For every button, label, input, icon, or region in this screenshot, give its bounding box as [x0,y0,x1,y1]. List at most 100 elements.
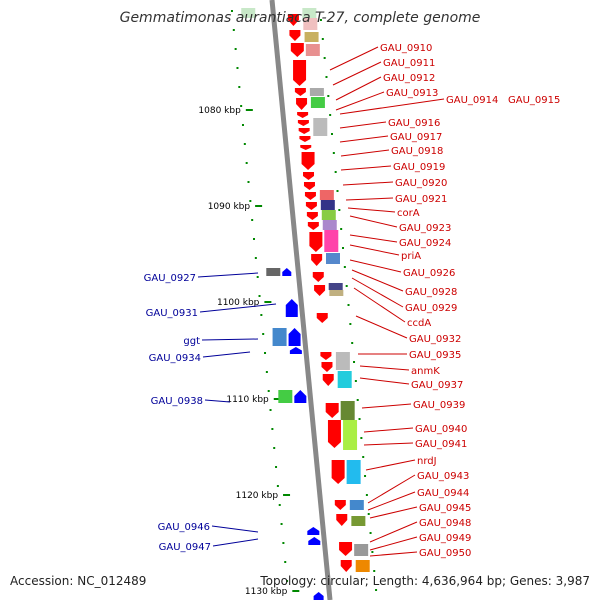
forward-category-box [349,500,364,510]
gene-label-GAU_0916: GAU_0916 [388,118,440,129]
tick-mark-right [371,551,374,553]
label-leader-line [361,403,412,409]
forward-gene-arrow [327,420,341,448]
tick-mark-right [338,209,341,211]
gene-label-GAU_0929: GAU_0929 [405,303,457,314]
tick-mark-right [330,133,333,135]
tick-mark-left [243,143,246,145]
forward-gene-arrow [289,30,301,41]
tick-mark-left [286,580,289,582]
gene-label-GAU_0918: GAU_0918 [391,146,443,157]
tick-mark-left [253,238,256,240]
label-leader-line [335,76,382,101]
tick-mark-left [262,333,265,335]
reverse-gene-track [282,268,324,600]
forward-gene-arrow [303,172,315,180]
tick-mark-left [232,29,235,31]
forward-category-box [309,88,324,96]
forward-category-box [305,44,320,56]
reverse-category-box [278,390,293,403]
tick-mark-right [340,228,343,230]
gene-label-GAU_0924: GAU_0924 [399,238,451,249]
gene-label-GAU_0914: GAU_0914 [446,95,498,106]
tick-mark-right [319,19,322,21]
forward-gene-arrow [305,202,317,210]
gene-label-GAU_0948: GAU_0948 [419,518,471,529]
map-title: Gemmatimonas aurantiaca T-27, complete g… [119,10,481,26]
forward-gene-arrow [340,560,352,572]
forward-gene-arrow [311,254,323,266]
label-leader-line [204,399,231,403]
tick-mark-left [240,105,243,107]
gene-label-GAU_0927: GAU_0927 [144,273,196,284]
tick-track [230,10,378,591]
tick-mark-right [354,380,357,382]
forward-category-box [354,544,369,556]
tick-mark-left [273,447,276,449]
forward-gene-arrow [298,128,310,134]
forward-category-box [310,97,325,108]
tick-mark-left [280,523,283,525]
reverse-category-track [241,8,293,403]
tick-mark-right [369,532,372,534]
reverse-gene-arrow [289,347,302,354]
gene-label-GAU_0932: GAU_0932 [409,334,461,345]
forward-gene-arrow [306,212,318,220]
forward-category-track [302,8,370,572]
reverse-category-box [241,8,256,18]
gene-label-GAU_0944: GAU_0944 [417,488,469,499]
gene-label-GAU_0941: GAU_0941 [415,439,467,450]
forward-gene-arrow [316,313,328,323]
label-leader-line [201,338,259,341]
gene-label-GAU_0949: GAU_0949 [419,533,471,544]
label-leader-line [340,149,390,157]
label-leader-line [351,277,404,308]
forward-category-box [340,401,355,420]
label-leader-line [363,427,414,433]
tick-mark-left [230,10,233,12]
forward-gene-arrow [299,136,311,142]
tick-mark-right [353,361,356,363]
forward-gene-arrow [296,98,308,110]
tick-mark-left [249,200,252,202]
forward-gene-arrow [303,182,315,190]
tick-mark-left [258,295,261,297]
gene-label-GAU_0950: GAU_0950 [419,548,471,559]
scale-label: 1100 kbp [217,298,260,308]
label-leader-line [367,474,416,504]
tick-mark-right [332,152,335,154]
label-leader-line [347,207,396,213]
forward-category-box [324,230,339,252]
scale-labels: 1080 kbp 1090 kbp 1100 kbp 1110 kbp 1120 kbp… [198,106,300,597]
label-leader-line [349,244,400,256]
label-leader-line [365,459,416,471]
label-leader-line [359,377,410,385]
forward-category-box [320,200,335,210]
label-leader-line [369,551,418,557]
tick-mark-right [347,304,350,306]
forward-category-box [325,253,340,264]
forward-gene-arrow [314,285,326,296]
forward-category-box [337,371,352,388]
reverse-gene-arrow [285,299,298,317]
forward-category-box [329,290,344,296]
tick-mark-left [241,124,244,126]
forward-gene-track [287,14,353,572]
tick-mark-left [284,561,287,563]
tick-mark-right [364,475,367,477]
scale-label: 1080 kbp [198,106,241,116]
tick-mark-left [260,314,263,316]
gene-label-corA: corA [397,208,420,219]
gene-label-GAU_0938: GAU_0938 [151,396,203,407]
tick-mark-left [245,162,248,164]
genome-backbone [269,0,333,600]
gene-label-GAU_0917: GAU_0917 [390,132,442,143]
forward-gene-arrow [300,145,312,150]
tick-mark-left [251,219,254,221]
scale-label: 1110 kbp [226,395,269,405]
label-leader-line [355,315,408,339]
label-leader-line [212,538,259,547]
tick-mark-left [271,428,274,430]
forward-category-box [355,560,370,572]
